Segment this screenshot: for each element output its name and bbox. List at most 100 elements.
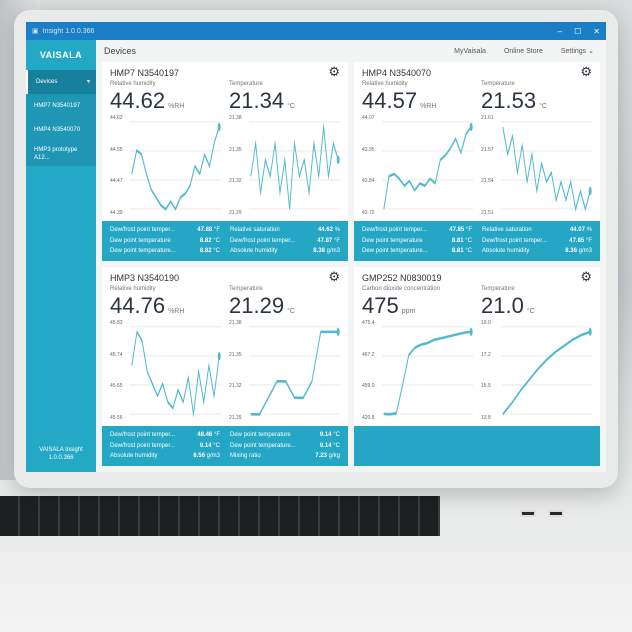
detail-label: Absolute humidity — [230, 248, 278, 255]
metrics-row: Relative humidity 44.57 %RH 44.07 43.95 43.84… — [354, 80, 600, 221]
y-tick-label: 45.74 — [110, 351, 123, 358]
sidebar-item-devices[interactable]: Devices ▾ — [26, 70, 96, 94]
y-axis-ticks: 19.0 17.2 15.5 13.8 — [481, 319, 501, 422]
metric-label: Carbon dioxide concentration — [362, 286, 441, 292]
title-bar: ▣ Insight 1.0.0.366 – ☐ ✕ — [26, 22, 606, 40]
device-card: GMP252 N0830019 ⚙ Carbon dioxide concentra… — [354, 267, 600, 466]
metric-unit: °C — [539, 103, 547, 110]
y-tick-label: 44.39 — [110, 209, 123, 216]
y-tick-label: 21.57 — [481, 146, 494, 153]
detail-value-group: 8.81 °C — [452, 237, 472, 246]
detail-unit: g/m3 — [206, 453, 220, 460]
detail-value: 47.85 — [449, 227, 465, 233]
nav-settings[interactable]: Settings ⌄ — [561, 47, 594, 55]
y-tick-label: 15.5 — [481, 383, 491, 390]
detail-value: 8.56 — [193, 453, 205, 460]
detail-row: Dew point temperature 8.82 °C — [110, 237, 220, 246]
detail-unit: °F — [333, 237, 340, 244]
detail-label: Mixing ratio — [230, 453, 261, 460]
metric-unit: %RH — [420, 103, 437, 110]
detail-row: Dew/frost point temper... 47.85 °F — [482, 237, 592, 246]
detail-label: Dew/frost point temper... — [110, 442, 176, 449]
series-line — [502, 330, 591, 416]
detail-row: Absolute humidity 8.38 g/m3 — [230, 247, 340, 256]
sparkline-svg — [382, 326, 473, 416]
detail-unit: °C — [213, 442, 220, 449]
metric-unit: %RH — [168, 308, 185, 315]
y-tick-label: 44.55 — [110, 146, 123, 153]
sparkline-svg — [249, 326, 340, 416]
detail-value-group: 47.88 °F — [197, 226, 220, 235]
detail-unit: °C — [465, 248, 472, 255]
sparkline-chart: 19.0 17.2 15.5 13.8 — [481, 319, 592, 422]
metric-label: Temperature — [481, 286, 515, 292]
detail-label: Dew point temperature — [230, 432, 291, 438]
detail-label: Dew/frost point temper... — [482, 237, 548, 244]
y-tick-label: 21.32 — [229, 383, 242, 390]
sidebar-item-device[interactable]: HMP3 prototype A12... — [26, 142, 96, 166]
detail-value: 9.14 — [199, 442, 212, 449]
metric-value-row: 21.0 °C — [481, 293, 592, 319]
metric-panel: Temperature 21.53 °C 21.61 21.57 21.54 21.51 — [481, 80, 592, 217]
device-card: HMP7 N3540197 ⚙ Relative humidity 44.62 %RH 4… — [102, 62, 348, 261]
detail-value-group: 44.07 % — [570, 226, 592, 235]
details-panel: Dew/frost point temper... 47.85 °F Relativ… — [354, 221, 600, 261]
y-tick-label: 44.62 — [110, 115, 123, 121]
metric-value-row: 44.57 %RH — [362, 88, 473, 114]
minimize-button[interactable]: – — [557, 26, 563, 36]
gear-icon[interactable]: ⚙ — [328, 269, 340, 284]
details-panel — [354, 426, 600, 466]
window-title: Insight 1.0.0.366 — [42, 27, 95, 35]
device-grid: HMP7 N3540197 ⚙ Relative humidity 44.62 %RH 4… — [102, 62, 600, 466]
page-title: Devices — [104, 46, 137, 56]
sidebar-item-device[interactable]: HMP4 N3540070 — [26, 118, 96, 142]
detail-value: 47.88 — [197, 227, 213, 233]
metric-value: 21.0 — [481, 293, 524, 318]
detail-value: 9.14 — [319, 432, 332, 438]
y-tick-label: 45.83 — [110, 320, 123, 326]
detail-unit: °F — [585, 237, 592, 244]
y-axis-ticks: 21.38 21.35 21.32 21.29 — [229, 319, 249, 422]
details-panel: Dew/frost point temper... 48.46 °F Dew poi… — [102, 426, 348, 466]
close-button[interactable]: ✕ — [593, 26, 600, 36]
metrics-row: Relative humidity 44.62 %RH 44.62 44.55 44.47… — [102, 80, 348, 221]
series-line — [131, 126, 220, 211]
sparkline-chart: 21.38 21.35 21.32 21.29 — [229, 114, 340, 217]
y-tick-label: 21.35 — [229, 146, 242, 153]
sparkline-svg — [501, 121, 592, 212]
sidebar-item-device[interactable]: HMP7 N3540197 — [26, 94, 96, 118]
detail-row: Dew point temperature... 8.81 °C — [362, 247, 472, 256]
metric-unit: °C — [287, 308, 295, 315]
y-tick-label: 21.51 — [481, 209, 494, 216]
sparkline-chart: 475.4 467.2 459.0 420.8 — [362, 319, 473, 422]
detail-row: Absolute humidity 8.56 g/m3 — [110, 452, 220, 461]
sparkline-chart: 21.61 21.57 21.54 21.51 — [481, 114, 592, 217]
detail-value: 7.23 — [315, 453, 327, 460]
nav-online-store[interactable]: Online Store — [503, 47, 543, 55]
gear-icon[interactable]: ⚙ — [328, 64, 340, 79]
gear-icon[interactable]: ⚙ — [580, 269, 592, 284]
nav-myvaisala[interactable]: MyVaisala — [454, 47, 486, 55]
detail-value: 9.14 — [319, 442, 332, 449]
detail-value-group: 8.82 °C — [200, 237, 220, 246]
series-line — [383, 330, 472, 416]
metrics-row: Relative humidity 44.76 %RH 45.83 45.74 45.65… — [102, 285, 348, 426]
sparkline-svg — [130, 121, 221, 211]
metric-value: 44.62 — [110, 88, 166, 113]
detail-row: Relative saturation 44.07 % — [482, 226, 592, 235]
detail-unit: g/m3 — [326, 248, 340, 255]
laptop-lid: ▣ Insight 1.0.0.366 – ☐ ✕ VAISALA Device… — [14, 10, 618, 488]
latest-point — [469, 327, 473, 336]
detail-row: Dew/frost point temper... 47.87 °F — [230, 237, 340, 246]
series-line — [502, 126, 591, 212]
detail-label: Dew point temperature... — [362, 248, 428, 255]
maximize-button[interactable]: ☐ — [574, 26, 582, 36]
y-tick-label: 420.8 — [362, 414, 375, 421]
metric-value-row: 21.34 °C — [229, 88, 340, 114]
y-axis-ticks: 44.62 44.55 44.47 44.39 — [110, 114, 130, 217]
detail-label: Dew point temperature... — [230, 442, 296, 449]
gear-icon[interactable]: ⚙ — [580, 64, 592, 79]
settings-label: Settings — [560, 48, 587, 55]
metric-label: Temperature — [481, 81, 515, 87]
detail-value: 44.62 — [317, 227, 333, 233]
